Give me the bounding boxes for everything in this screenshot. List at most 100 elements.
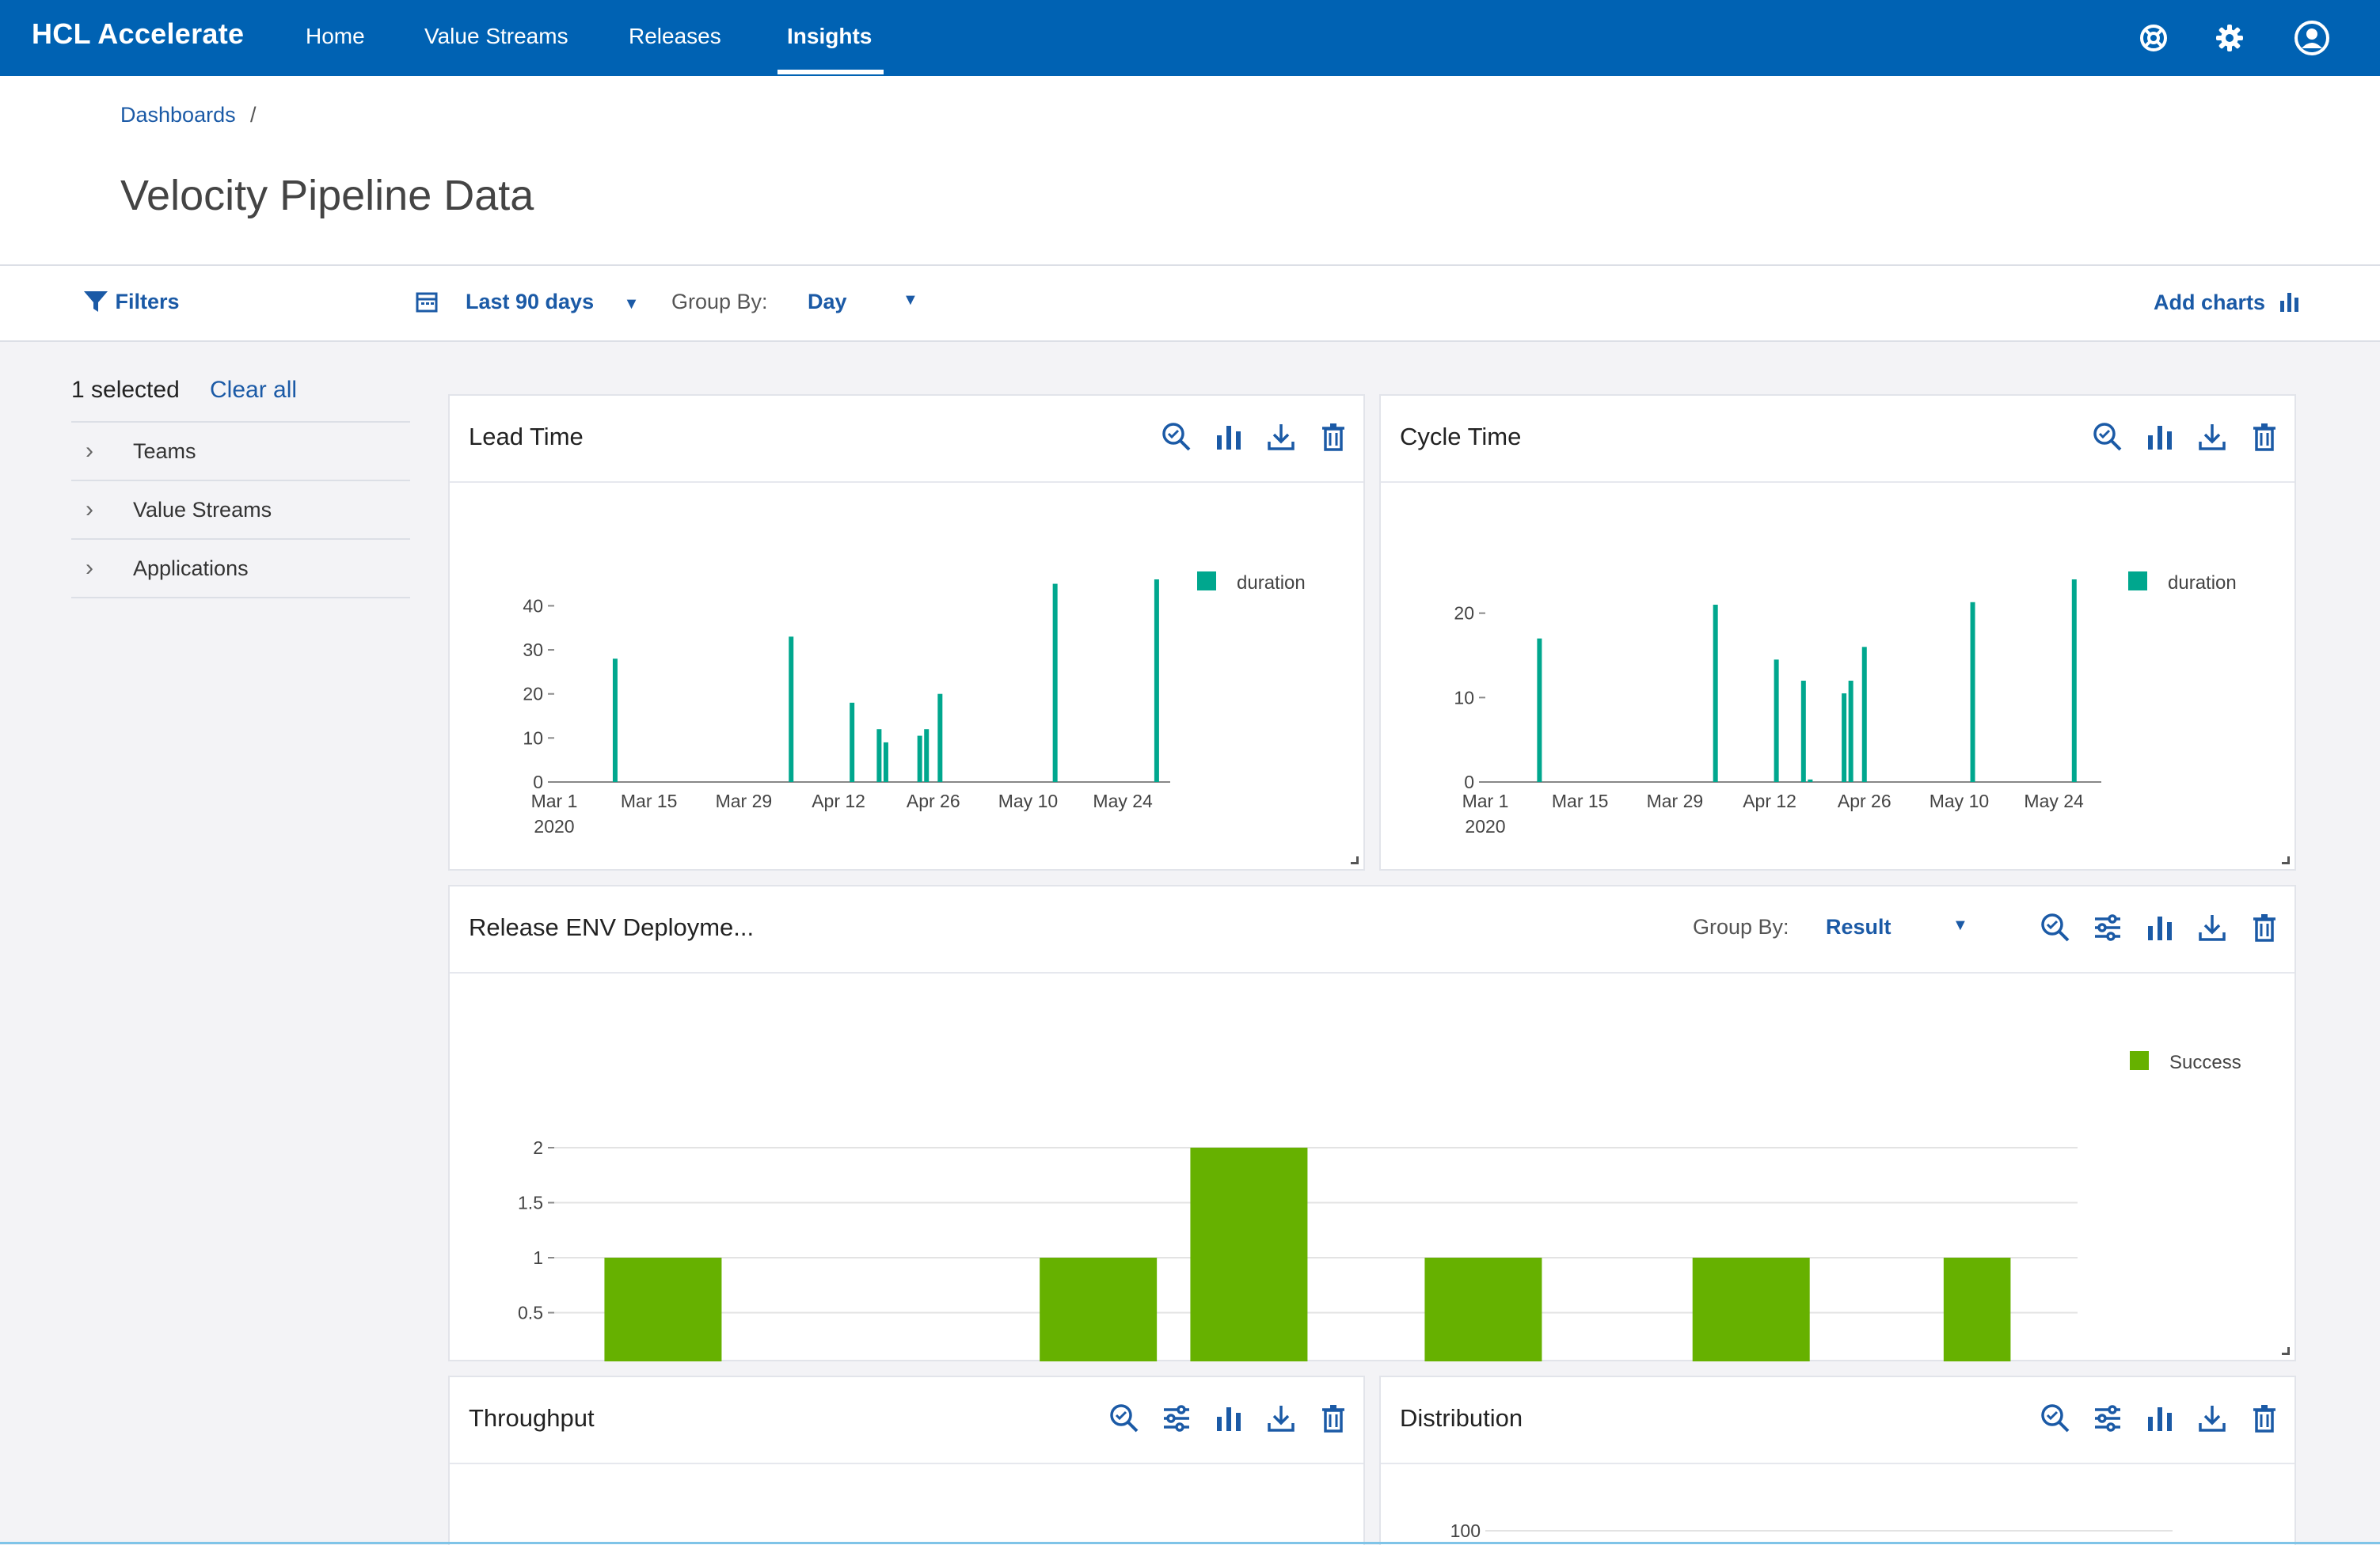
- filter-teams[interactable]: › Teams: [71, 423, 410, 481]
- user-avatar-icon[interactable]: [2291, 17, 2332, 59]
- trash-icon[interactable]: [1314, 1399, 1352, 1437]
- resize-handle[interactable]: [2282, 856, 2290, 864]
- filters-button[interactable]: Filters: [82, 290, 180, 314]
- settings-sliders-icon[interactable]: [2089, 1399, 2127, 1437]
- trash-icon[interactable]: [2245, 418, 2283, 456]
- card-actions: [1105, 1399, 1352, 1437]
- card-group-by-dropdown[interactable]: Result ▼: [1826, 915, 1968, 940]
- download-icon[interactable]: [2193, 1399, 2231, 1437]
- breadcrumb-separator: /: [250, 103, 257, 127]
- chart-bar: [1861, 647, 1867, 782]
- card-title: Release ENV Deployme...: [469, 913, 755, 941]
- card-cycle-time: Cycle Time 0 10 20 Mar 1 Mar 15 Mar 29 Apr 12 A…: [1379, 394, 2296, 871]
- trash-icon[interactable]: [2245, 909, 2283, 947]
- page-bottom-border: [0, 1542, 2380, 1544]
- x-tick-label: Mar 15: [621, 791, 678, 811]
- card-title: Lead Time: [469, 423, 584, 450]
- help-icon[interactable]: [2133, 17, 2174, 59]
- y-tick-label: 0: [533, 1357, 543, 1361]
- card-group-by-value: Result: [1826, 915, 1891, 939]
- chart-bar: [1537, 638, 1542, 782]
- filter-applications[interactable]: › Applications: [71, 540, 410, 598]
- x-tick-label: Apr 12: [812, 791, 865, 811]
- bar-chart-icon[interactable]: [2141, 1399, 2179, 1437]
- chart-bar: [1190, 1148, 1308, 1361]
- y-tick-label: 20: [1454, 603, 1474, 624]
- app-brand[interactable]: HCL Accelerate: [32, 17, 245, 50]
- y-tick-label: 20: [523, 684, 543, 704]
- breadcrumb-dashboards[interactable]: Dashboards: [120, 103, 236, 127]
- date-range-dropdown[interactable]: Last 90 days ▼: [466, 290, 639, 314]
- settings-sliders-icon[interactable]: [2089, 909, 2127, 947]
- bar-chart-icon[interactable]: [1210, 418, 1248, 456]
- add-charts-button[interactable]: Add charts: [2154, 290, 2302, 315]
- bar-chart-icon[interactable]: [1210, 1399, 1248, 1437]
- chart-bar: [1424, 1258, 1542, 1361]
- y-tick-label: 40: [523, 595, 543, 616]
- group-by-label: Group By:: [671, 290, 768, 313]
- x-tick-label: May 24: [1093, 791, 1153, 811]
- chart-bar: [850, 702, 855, 782]
- zoom-icon[interactable]: [2089, 418, 2127, 456]
- legend-swatch: [1197, 571, 1216, 590]
- trash-icon[interactable]: [2245, 1399, 2283, 1437]
- zoom-icon[interactable]: [2036, 1399, 2074, 1437]
- nav-insights[interactable]: Insights: [787, 24, 873, 48]
- nav-value-streams[interactable]: Value Streams: [424, 24, 568, 48]
- bar-chart-icon[interactable]: [2141, 909, 2179, 947]
- chart-bar: [1713, 605, 1718, 782]
- y-tick-label: 30: [523, 640, 543, 660]
- card-lead-time: Lead Time 0 10 20 30 40 Mar 1 Mar 15 Mar 29 Apr …: [448, 394, 1365, 871]
- zoom-icon[interactable]: [1158, 418, 1196, 456]
- clear-all-link[interactable]: Clear all: [210, 377, 298, 403]
- y-tick-label: 1: [533, 1247, 543, 1268]
- download-icon[interactable]: [1262, 418, 1300, 456]
- x-tick-label: Apr 12: [1743, 791, 1796, 811]
- x-tick-label: Mar 29: [1647, 791, 1704, 811]
- x-year-label: 2020: [1465, 816, 1505, 837]
- download-icon[interactable]: [1262, 1399, 1300, 1437]
- nav-home[interactable]: Home: [306, 24, 365, 48]
- card-header: Throughput: [450, 1377, 1363, 1464]
- zoom-icon[interactable]: [2036, 909, 2074, 947]
- resize-handle[interactable]: [1351, 856, 1359, 864]
- download-icon[interactable]: [2193, 909, 2231, 947]
- gear-icon[interactable]: [2209, 17, 2250, 59]
- chart-bar: [2071, 579, 2077, 782]
- chart-bar: [1154, 579, 1159, 782]
- legend-swatch: [2130, 1051, 2149, 1070]
- lead-time-chart: 0 10 20 30 40 Mar 1 Mar 15 Mar 29 Apr 12 Apr 26 Ma…: [523, 571, 1306, 837]
- selected-count: 1 selected: [71, 377, 180, 403]
- chevron-right-icon: ›: [86, 438, 93, 464]
- card-distribution: Distribution 100: [1379, 1376, 2296, 1545]
- chart-bar: [1848, 681, 1853, 782]
- chart-bar: [604, 1258, 722, 1361]
- filter-list: › Teams › Value Streams › Applications: [71, 421, 410, 598]
- filter-label: Value Streams: [133, 497, 272, 522]
- settings-sliders-icon[interactable]: [1158, 1399, 1196, 1437]
- card-release-env-deployments: Release ENV Deployme... Group By: Result…: [448, 885, 2296, 1361]
- download-icon[interactable]: [2193, 418, 2231, 456]
- calendar-icon[interactable]: [415, 290, 439, 319]
- x-tick-label: Mar 29: [716, 791, 773, 811]
- trash-icon[interactable]: [1314, 418, 1352, 456]
- top-navigation-bar: HCL Accelerate Home Value Streams Releas…: [0, 0, 2380, 76]
- chevron-right-icon: ›: [86, 555, 93, 581]
- x-tick-label: Apr 26: [907, 791, 960, 811]
- resize-handle[interactable]: [2282, 1347, 2290, 1355]
- chart-bar: [1943, 1258, 2011, 1361]
- filter-value-streams[interactable]: › Value Streams: [71, 481, 410, 540]
- bar-chart-icon[interactable]: [2141, 418, 2179, 456]
- legend-label: duration: [2168, 572, 2237, 594]
- zoom-icon[interactable]: [1105, 1399, 1143, 1437]
- chart-bar: [1052, 583, 1058, 782]
- legend-label: duration: [1237, 572, 1306, 594]
- chart-bar: [876, 729, 882, 782]
- group-by-dropdown[interactable]: Day ▼: [808, 290, 926, 314]
- x-tick-label: May 10: [998, 791, 1058, 811]
- nav-releases[interactable]: Releases: [629, 24, 721, 48]
- chart-bar: [1774, 659, 1779, 782]
- x-tick-label: Mar 1: [531, 791, 578, 811]
- add-charts-label: Add charts: [2154, 290, 2266, 314]
- chart-bar: [1970, 602, 1975, 782]
